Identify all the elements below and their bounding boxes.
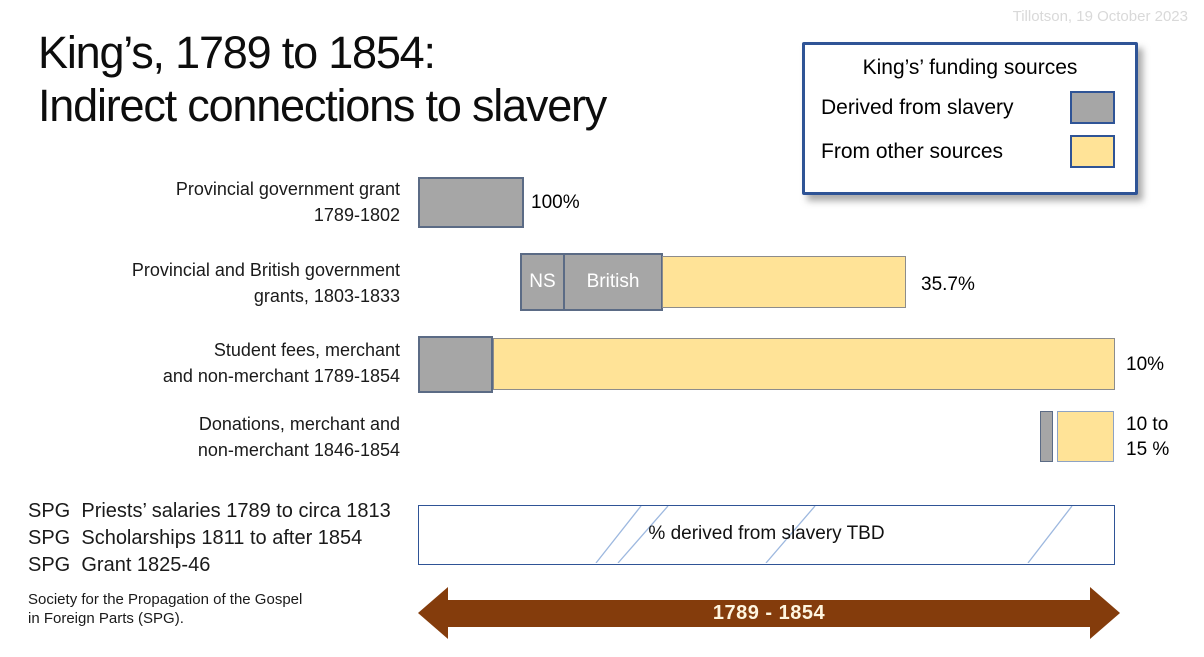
legend-item-other: From other sources: [805, 135, 1135, 168]
row2-bar-british-label: British: [586, 271, 640, 292]
row3-label: Student fees, merchant and non-merchant …: [162, 340, 400, 386]
tbd-box: % derived from slavery TBD: [418, 505, 1115, 565]
row2-label: Provincial and British government grants…: [131, 260, 400, 306]
row2-bar-british: British: [563, 253, 663, 311]
timeline-label: 1789 - 1854: [712, 602, 826, 624]
legend-item-derived: Derived from slavery: [805, 91, 1135, 124]
slide-title: King’s, 1789 to 1854: Indirect connectio…: [38, 26, 607, 132]
spg-line-priests: SPG Priests’ salaries 1789 to circa 1813: [28, 500, 391, 522]
funding-sources-legend: King’s’ funding sources Derived from sla…: [802, 42, 1138, 195]
row3-value: 10%: [1126, 354, 1165, 375]
derived-from-slavery-swatch: [1070, 91, 1115, 124]
row3-bar-other: [493, 338, 1115, 390]
legend-item-derived-label: Derived from slavery: [821, 95, 1014, 119]
row1-label: Provincial government grant 1789-1802: [175, 179, 400, 225]
row2-bar-ns: NS: [520, 253, 565, 311]
tbd-label: % derived from slavery TBD: [648, 523, 885, 544]
row1-bar-derived: [418, 177, 524, 228]
slide-title-line1: King’s, 1789 to 1854:: [38, 27, 436, 78]
hatch-lines: [595, 506, 1073, 563]
row2-bar-other: [662, 256, 906, 308]
row4-bar-derived: [1040, 411, 1053, 462]
timeline-arrow: 1789 - 1854: [418, 587, 1120, 640]
legend-item-other-label: From other sources: [821, 139, 1004, 163]
row2-value: 35.7%: [921, 274, 975, 295]
arrow-shaft: [446, 600, 1092, 627]
spg-line-scholarships: SPG Scholarships 1811 to after 1854: [28, 527, 363, 549]
spg-footnote: Society for the Propagation of the Gospe…: [28, 591, 303, 627]
arrow-left-head: [418, 587, 448, 639]
slide-title-line2: Indirect connections to slavery: [38, 80, 607, 131]
row2-bar-ns-label: NS: [529, 271, 556, 292]
other-sources-swatch: [1070, 135, 1115, 168]
row4-label: Donations, merchant and non-merchant 184…: [197, 414, 400, 460]
row4-bar-other: [1057, 411, 1114, 462]
spg-line-grant: SPG Grant 1825-46: [28, 554, 211, 576]
attribution-text: Tillotson, 19 October 2023: [1012, 8, 1188, 25]
row3-bar-derived: [418, 336, 493, 393]
row1-value: 100%: [531, 192, 580, 213]
row4-value: 10 to 15 %: [1126, 414, 1170, 460]
legend-title: King’s’ funding sources: [862, 56, 1078, 79]
arrow-right-head: [1090, 587, 1120, 639]
